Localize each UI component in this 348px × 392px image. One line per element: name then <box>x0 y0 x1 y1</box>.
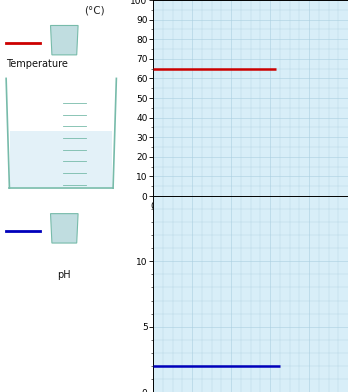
Text: Temperature: Temperature <box>6 59 68 69</box>
Polygon shape <box>52 227 77 242</box>
Polygon shape <box>50 25 78 55</box>
Text: (°C): (°C) <box>85 6 105 16</box>
Polygon shape <box>52 39 77 54</box>
Text: pH: pH <box>57 270 71 281</box>
X-axis label: (s)  ▼  Simulation time: (s) ▼ Simulation time <box>196 213 306 223</box>
Polygon shape <box>50 214 78 243</box>
Polygon shape <box>10 131 112 187</box>
